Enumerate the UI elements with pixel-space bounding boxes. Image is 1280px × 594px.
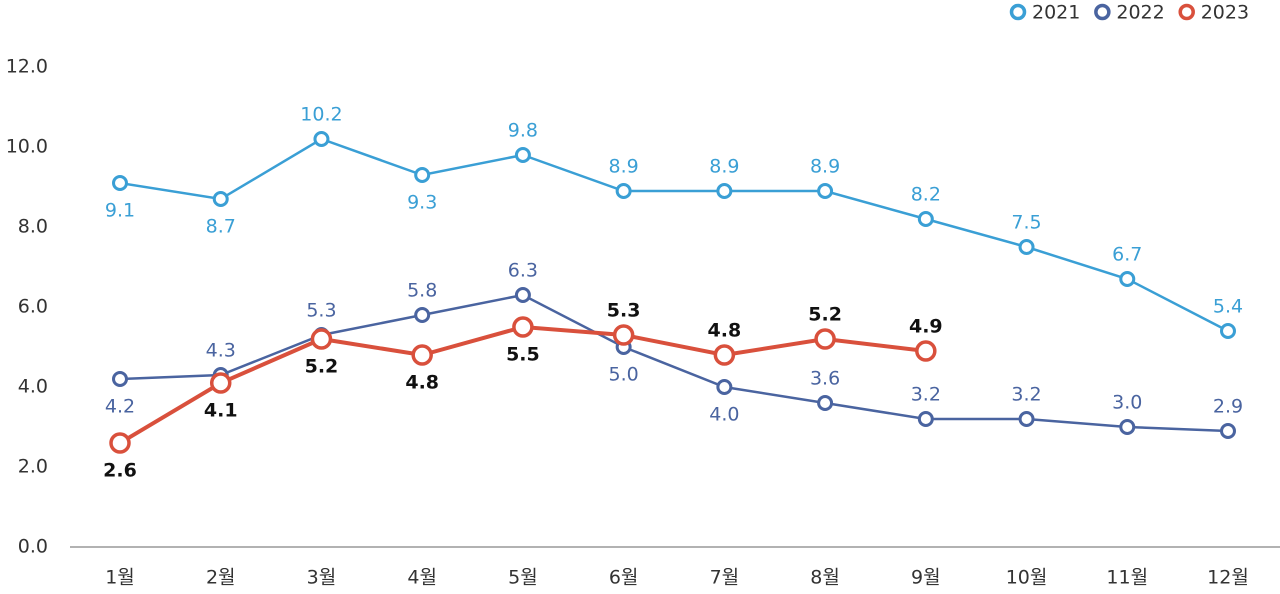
marker xyxy=(414,167,431,183)
data-label: 3.0 xyxy=(1112,392,1142,414)
data-label: 3.2 xyxy=(911,384,941,406)
marker xyxy=(112,175,128,191)
data-label: 4.0 xyxy=(709,404,739,426)
marker xyxy=(1220,423,1236,439)
marker xyxy=(514,287,531,303)
x-tick-label: 9월 xyxy=(911,567,941,589)
data-label: 4.2 xyxy=(105,396,135,418)
marker xyxy=(713,344,736,366)
marker xyxy=(817,395,834,411)
data-label: 5.3 xyxy=(306,300,336,322)
data-label: 10.2 xyxy=(300,104,342,126)
y-tick-label: 10.0 xyxy=(6,136,48,158)
data-label: 2.6 xyxy=(103,460,137,482)
data-label: 4.8 xyxy=(708,320,742,342)
marker xyxy=(1018,411,1035,427)
x-tick-label: 1월 xyxy=(105,567,135,589)
data-label: 4.1 xyxy=(204,400,238,422)
data-label: 3.2 xyxy=(1011,384,1041,406)
marker xyxy=(817,183,834,199)
marker xyxy=(209,372,232,394)
marker xyxy=(112,371,128,387)
x-tick-label: 11월 xyxy=(1106,567,1148,589)
marker xyxy=(411,344,433,366)
data-label: 5.5 xyxy=(506,344,540,366)
data-label: 9.1 xyxy=(105,200,135,222)
marker xyxy=(313,131,330,147)
data-label: 7.5 xyxy=(1011,212,1041,234)
data-label: 9.8 xyxy=(508,120,538,142)
marker xyxy=(514,147,531,163)
data-label: 5.0 xyxy=(609,364,639,386)
data-label: 5.2 xyxy=(808,304,842,326)
legend-marker xyxy=(1094,3,1111,21)
x-tick-label: 5월 xyxy=(508,567,538,589)
marker xyxy=(1119,271,1136,287)
y-tick-label: 4.0 xyxy=(18,376,48,398)
data-label: 8.2 xyxy=(911,184,941,206)
marker xyxy=(414,307,431,323)
marker xyxy=(512,316,534,338)
data-label: 8.9 xyxy=(709,156,739,178)
legend-label: 2023 xyxy=(1201,2,1249,24)
x-tick-label: 3월 xyxy=(307,567,337,589)
marker xyxy=(1018,239,1035,255)
legend-marker xyxy=(1178,3,1195,21)
data-label: 3.6 xyxy=(810,368,840,390)
data-label: 6.3 xyxy=(508,260,538,282)
data-label: 5.2 xyxy=(305,356,339,378)
data-label: 4.8 xyxy=(405,372,439,394)
y-tick-label: 2.0 xyxy=(18,456,48,478)
y-tick-label: 6.0 xyxy=(18,296,48,318)
legend-label: 2022 xyxy=(1116,2,1164,24)
marker xyxy=(1119,419,1136,435)
marker xyxy=(109,432,131,454)
marker xyxy=(917,411,934,427)
data-label: 8.7 xyxy=(206,216,236,238)
marker xyxy=(1220,323,1236,339)
marker xyxy=(915,340,937,362)
x-tick-label: 10월 xyxy=(1006,567,1048,589)
marker xyxy=(814,328,836,350)
data-label: 5.3 xyxy=(607,300,641,322)
marker xyxy=(612,324,635,346)
data-label: 6.7 xyxy=(1112,244,1142,266)
data-label: 2.9 xyxy=(1213,396,1243,418)
data-label: 5.4 xyxy=(1213,296,1243,318)
marker xyxy=(310,328,333,350)
marker xyxy=(917,211,934,227)
x-tick-label: 7월 xyxy=(710,567,740,589)
series-line xyxy=(119,293,1229,433)
y-tick-label: 8.0 xyxy=(18,216,48,238)
x-tick-label: 2월 xyxy=(206,567,236,589)
series-line xyxy=(119,137,1229,333)
x-tick-label: 4월 xyxy=(407,567,437,589)
marker xyxy=(716,379,733,395)
data-label: 8.9 xyxy=(609,156,639,178)
legend-marker xyxy=(1009,3,1027,21)
legend-label: 2021 xyxy=(1032,2,1080,24)
x-tick-label: 8월 xyxy=(810,567,840,589)
y-tick-label: 0.0 xyxy=(18,536,48,558)
data-label: 4.9 xyxy=(909,316,943,338)
data-label: 9.3 xyxy=(407,192,437,214)
data-label: 5.8 xyxy=(407,280,437,302)
x-tick-label: 6월 xyxy=(609,567,639,589)
x-tick-label: 12월 xyxy=(1207,567,1249,589)
marker xyxy=(212,191,229,207)
marker xyxy=(615,183,632,199)
marker xyxy=(716,183,733,199)
data-label: 4.3 xyxy=(206,340,236,362)
y-tick-label: 12.0 xyxy=(6,56,48,78)
data-label: 8.9 xyxy=(810,156,840,178)
